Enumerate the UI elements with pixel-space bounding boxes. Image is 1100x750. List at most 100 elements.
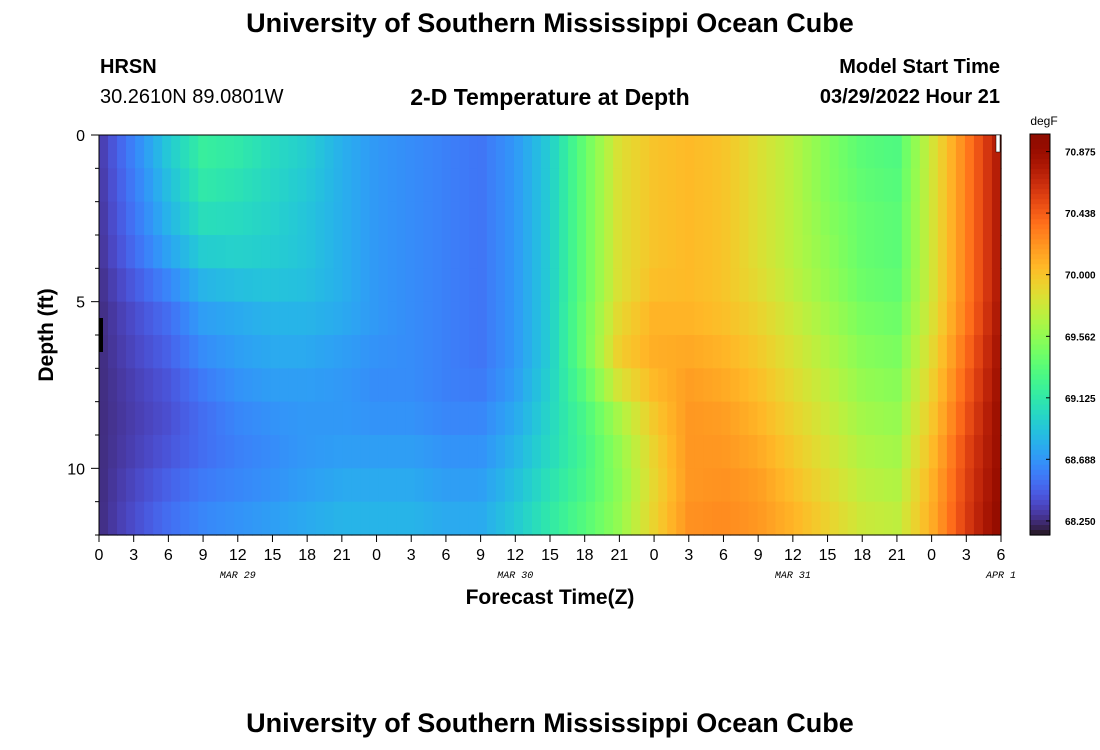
heatmap-cell — [279, 468, 290, 503]
heatmap-cell — [306, 268, 317, 303]
heatmap-cell — [189, 301, 199, 336]
heatmap-cell — [946, 368, 957, 403]
x-date-label: APR 1 — [985, 571, 1016, 582]
heatmap-cell — [486, 201, 497, 236]
heatmap-cell — [946, 135, 957, 169]
heatmap-cell — [441, 335, 452, 369]
heatmap-cell — [676, 235, 686, 269]
heatmap-cell — [955, 168, 966, 203]
heatmap-cell — [586, 301, 596, 336]
heatmap-cell — [441, 301, 452, 336]
heatmap-cell — [369, 235, 380, 269]
heatmap-cell — [622, 268, 632, 303]
heatmap-cell — [315, 268, 326, 303]
heatmap-cell — [288, 201, 299, 236]
heatmap-cell — [550, 268, 560, 303]
heatmap-cell — [712, 435, 722, 469]
heatmap-cell — [910, 268, 921, 303]
heatmap-cell — [982, 301, 993, 336]
heatmap-cell — [847, 235, 858, 269]
colorbar-segment — [1030, 299, 1050, 306]
heatmap-cell — [928, 135, 939, 169]
heatmap-cell — [883, 135, 894, 169]
heatmap-cell — [207, 501, 217, 536]
heatmap-cell — [414, 168, 425, 203]
heatmap-cell — [477, 468, 488, 503]
heatmap-cell — [504, 368, 515, 403]
heatmap-cell — [811, 201, 822, 236]
heatmap-cell — [108, 235, 118, 269]
heatmap-cell — [477, 501, 488, 536]
heatmap-cell — [937, 135, 948, 169]
heatmap-cell — [333, 201, 344, 236]
heatmap-cell — [162, 168, 172, 203]
heatmap-cell — [955, 335, 966, 369]
heatmap-cell — [658, 201, 668, 236]
heatmap-cell — [901, 168, 912, 203]
heatmap-cell — [351, 435, 362, 469]
heatmap-cell — [144, 468, 154, 503]
heatmap-cell — [378, 268, 389, 303]
heatmap-cell — [946, 501, 957, 536]
colorbar-segment — [1030, 454, 1050, 461]
heatmap-cell — [559, 168, 569, 203]
heatmap-cell — [613, 301, 623, 336]
heatmap-cell — [748, 401, 759, 436]
heatmap-cell — [207, 401, 217, 436]
heatmap-cell — [225, 135, 235, 169]
heatmap-cell — [117, 468, 127, 503]
heatmap-cell — [856, 501, 867, 536]
heatmap-cell — [685, 401, 695, 436]
colorbar-segment — [1030, 264, 1050, 270]
heatmap-cell — [829, 301, 840, 336]
heatmap-cell — [297, 168, 308, 203]
heatmap-cell — [468, 201, 479, 236]
heatmap-cell — [775, 401, 786, 436]
heatmap-cell — [694, 135, 704, 169]
heatmap-cell — [901, 135, 912, 169]
heatmap-cell — [468, 401, 479, 436]
heatmap-cell — [982, 368, 993, 403]
heatmap-cell — [306, 135, 317, 169]
heatmap-cell — [595, 235, 605, 269]
heatmap-cell — [802, 201, 813, 236]
heatmap-cell — [658, 301, 668, 336]
colorbar-segment — [1030, 434, 1050, 441]
heatmap-cell — [559, 368, 569, 403]
heatmap-cell — [892, 368, 903, 403]
heatmap-cell — [667, 301, 677, 336]
heatmap-cell — [279, 201, 290, 236]
heatmap-cell — [360, 468, 371, 503]
colorbar-segment — [1030, 529, 1050, 536]
heatmap-cell — [649, 468, 659, 503]
heatmap-cell — [712, 468, 722, 503]
heatmap-cell — [919, 468, 930, 503]
heatmap-cell — [459, 468, 470, 503]
heatmap-cell — [423, 301, 434, 336]
heatmap-cell — [99, 468, 109, 503]
colorbar-segment — [1030, 419, 1050, 426]
heatmap-cell — [766, 168, 777, 203]
heatmap-cell — [198, 201, 208, 236]
heatmap-cell — [495, 468, 506, 503]
heatmap-cell — [604, 168, 614, 203]
heatmap-cell — [649, 268, 659, 303]
heatmap-cell — [468, 368, 479, 403]
heatmap-cell — [838, 301, 849, 336]
heatmap-cell — [99, 268, 109, 303]
heatmap-cell — [513, 201, 524, 236]
heatmap-cell — [739, 501, 750, 536]
colorbar-tick-label: 69.125 — [1065, 394, 1096, 405]
heatmap-cell — [550, 435, 560, 469]
heatmap-cell — [793, 201, 804, 236]
heatmap-cell — [189, 235, 199, 269]
heatmap-cell — [324, 135, 335, 169]
heatmap-cell — [234, 301, 244, 336]
heatmap-cell — [252, 201, 262, 236]
heatmap-cell — [180, 401, 190, 436]
x-tick-label: 9 — [754, 547, 763, 564]
heatmap-cell — [315, 201, 326, 236]
heatmap-cell — [351, 468, 362, 503]
colorbar-segment — [1030, 524, 1050, 531]
heatmap-cell — [919, 401, 930, 436]
